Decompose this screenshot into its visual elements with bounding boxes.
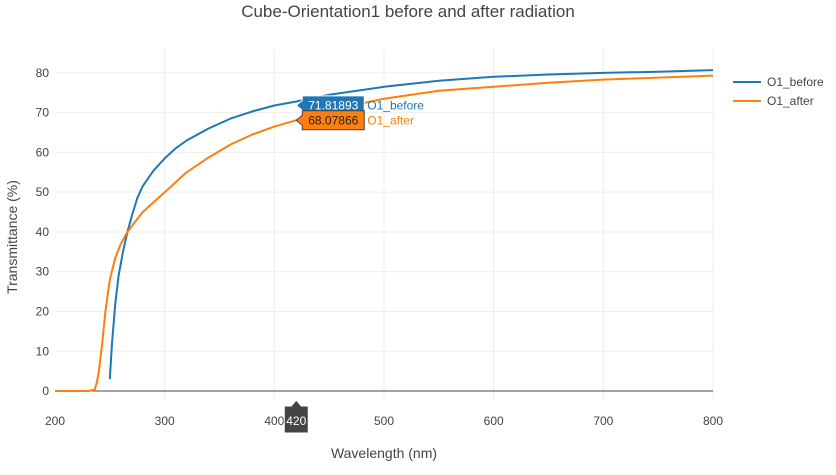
x-hover-label: 420: [283, 399, 309, 434]
y-tick-label: 40: [36, 225, 50, 239]
x-tick-label: 300: [155, 414, 175, 428]
x-tick-label: 800: [703, 414, 723, 428]
y-tick-label: 30: [36, 265, 50, 279]
x-tick-label: 700: [593, 414, 613, 428]
x-tick-label: 400: [264, 414, 284, 428]
series-layer: [55, 69, 714, 392]
hover-box: [295, 110, 365, 131]
legend-label: O1_after: [767, 94, 814, 108]
y-tick-label: 80: [36, 66, 50, 80]
hover-value: 68.07866: [308, 113, 358, 127]
axes: 200 300 400 500 600 700 800 0 10 20 30 40 50 60 70 80: [36, 66, 724, 428]
y-tick-label: 50: [36, 185, 50, 199]
x-axis-title: Wavelength (nm): [331, 445, 437, 461]
series-line-O1_before: [108, 69, 714, 380]
legend-label: O1_before: [767, 75, 824, 89]
y-axis-title: Transmittance (%): [4, 180, 20, 294]
legend[interactable]: O1_before O1_after: [733, 75, 824, 108]
y-tick-label: 20: [36, 305, 50, 319]
hover-layer: 71.81893 O1_before 68.07866 O1_after 420: [283, 95, 424, 434]
x-hover-box: [283, 399, 309, 434]
y-tick-label: 10: [36, 344, 50, 358]
hover-value: 71.81893: [308, 98, 358, 112]
hover-series-name: O1_before: [367, 98, 424, 112]
x-tick-label: 600: [484, 414, 504, 428]
legend-item-O1_after[interactable]: O1_after: [733, 94, 814, 108]
y-tick-label: 60: [36, 145, 50, 159]
y-tick-label: 70: [36, 106, 50, 120]
legend-item-O1_before[interactable]: O1_before: [733, 75, 824, 89]
chart-title: Cube-Orientation1 before and after radia…: [241, 2, 575, 21]
hover-series-name: O1_after: [367, 113, 414, 127]
hover-label-O1_after: 68.07866 O1_after: [295, 110, 414, 131]
x-tick-label: 200: [45, 414, 65, 428]
series-line-O1_after: [55, 74, 714, 392]
x-hover-value: 420: [286, 414, 306, 428]
x-tick-label: 500: [374, 414, 394, 428]
y-tick-label: 0: [42, 384, 49, 398]
